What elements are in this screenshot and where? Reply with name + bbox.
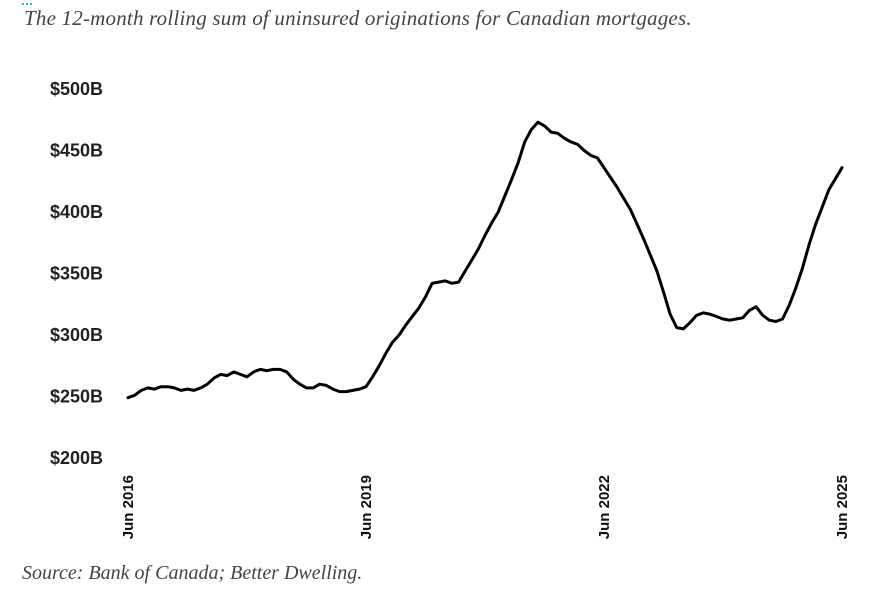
y-tick-label: $450B xyxy=(50,141,103,161)
chart-subtitle: The 12-month rolling sum of uninsured or… xyxy=(24,6,692,30)
y-tick-label: $200B xyxy=(50,448,103,468)
y-tick-label: $350B xyxy=(50,264,103,284)
source-note: Source: Bank of Canada; Better Dwelling. xyxy=(22,562,363,584)
y-tick-label: $300B xyxy=(50,325,103,345)
plot-area xyxy=(126,120,844,400)
x-tick-label: Jun 2025 xyxy=(834,475,851,539)
y-tick-label: $400B xyxy=(50,202,103,222)
header-accent-mark xyxy=(22,0,32,5)
line-chart: $200B $250B $300B $350B $400B $450B $500B Jun … xyxy=(50,79,851,539)
x-tick-label: Jun 2022 xyxy=(596,475,613,539)
x-tick-label: Jun 2019 xyxy=(358,475,375,539)
y-tick-label: $250B xyxy=(50,387,103,407)
y-axis: $200B $250B $300B $350B $400B $450B $500B xyxy=(50,79,103,468)
x-tick-label: Jun 2016 xyxy=(120,475,137,539)
y-tick-label: $500B xyxy=(50,79,103,99)
x-axis: Jun 2016 Jun 2019 Jun 2022 Jun 2025 xyxy=(120,475,851,539)
series-line xyxy=(126,120,844,400)
